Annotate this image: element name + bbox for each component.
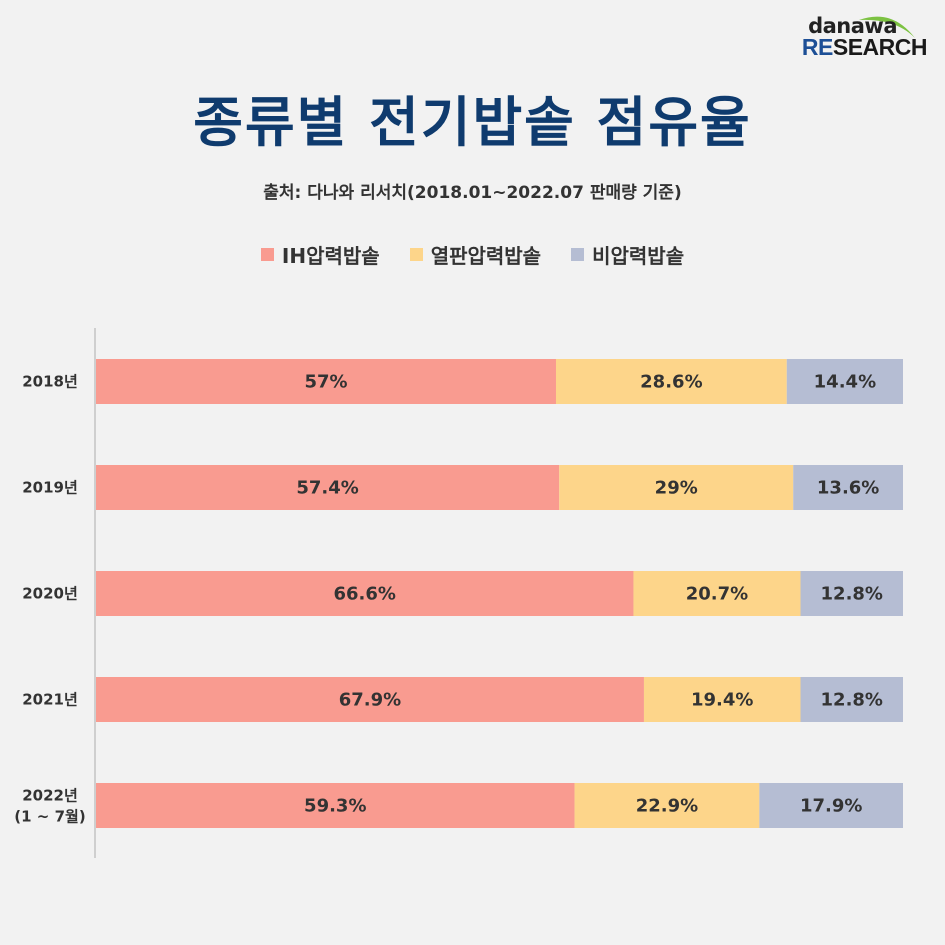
bar-segment-heat-plate [643,677,801,722]
bar-segment-ih [96,465,560,510]
legend-label-heat-plate: 열판압력밥솥 [430,244,542,268]
bar-segment-heat-plate [559,465,794,510]
logo-swoosh-icon [859,16,915,38]
category-label: 2022년 (1 ~ 7월) [14,787,85,826]
danawa-research-logo: danawa RESEARCH [797,10,928,62]
legend-swatch-ih [260,248,274,261]
data-label-ih: 57.4% [296,478,358,499]
data-label-heat-plate: 20.7% [686,584,748,605]
data-label-non-pressure: 12.8% [821,584,883,605]
bar-segment-non-pressure [793,465,903,510]
data-label-heat-plate: 22.9% [636,796,698,817]
logo-text-research: RESEARCH [801,34,928,60]
category-label: 2021년 [22,691,78,709]
data-label-heat-plate: 28.6% [640,372,702,393]
bar-segment-ih [96,783,575,828]
bar-segment-ih [96,677,644,722]
category-label: 2020년 [22,585,78,603]
data-label-ih: 67.9% [339,690,401,711]
legend-swatch-heat-plate [409,248,423,261]
bar-segment-non-pressure [800,571,903,616]
chart-legend: IH압력밥솥 열판압력밥솥 비압력밥솥 [0,240,945,269]
bar-segment-heat-plate [574,783,760,828]
category-label: 2018년 [22,373,78,391]
legend-label-ih: IH압력밥솥 [281,244,380,268]
data-label-non-pressure: 13.6% [817,478,879,499]
legend-label-non-pressure: 비압력밥솥 [592,244,685,268]
legend-item-non-pressure: 비압력밥솥 [571,240,684,269]
source-note: 출처: 다나와 리서치(2018.01~2022.07 판매량 기준) [263,183,682,203]
legend-swatch-non-pressure [571,248,585,261]
data-label-ih: 57% [304,372,347,393]
data-label-heat-plate: 19.4% [691,690,753,711]
data-label-heat-plate: 29% [655,478,698,499]
category-label: 2019년 [22,479,78,497]
data-label-non-pressure: 17.9% [800,796,862,817]
bar-segment-non-pressure [800,677,903,722]
data-label-non-pressure: 14.4% [814,372,876,393]
bar-segment-non-pressure [786,359,903,404]
bar-segment-heat-plate [633,571,801,616]
data-label-ih: 59.3% [304,796,366,817]
page-title: 종류별 전기밥솥 점유율 [193,91,752,154]
logo-text-danawa: danawa [808,14,897,38]
data-label-ih: 66.6% [334,584,396,605]
legend-item-heat-plate: 열판압력밥솥 [409,240,542,269]
bar-segment-ih [96,571,634,616]
bar-segment-heat-plate [555,359,787,404]
bar-segment-ih [96,359,556,404]
bar-segment-non-pressure [759,783,903,828]
legend-item-ih: IH압력밥솥 [260,240,380,269]
data-label-non-pressure: 12.8% [821,690,883,711]
